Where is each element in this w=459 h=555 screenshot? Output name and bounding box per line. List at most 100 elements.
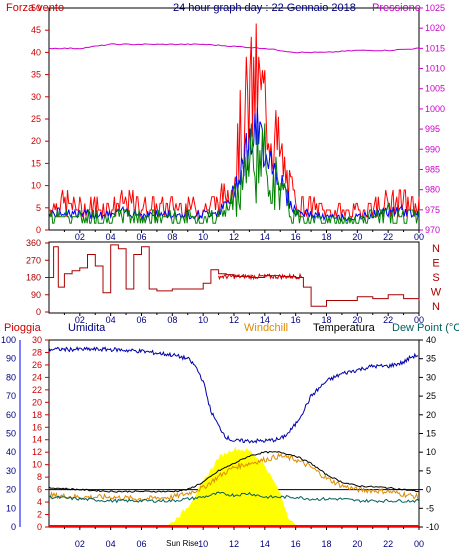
x-tick-label: 02: [75, 539, 85, 549]
wind-direction-line: [49, 244, 420, 307]
humidity-tick-label: 10: [6, 503, 16, 513]
x-tick-label: 12: [229, 315, 239, 325]
x-tick-label: 20: [352, 315, 362, 325]
wind-tick-label: 5: [36, 203, 41, 213]
temperature-label: Temperatura: [313, 322, 376, 334]
humidity-tick-label: 80: [6, 372, 16, 382]
wind-tick-label: 20: [31, 136, 41, 146]
solar-radiation-area: [164, 446, 296, 527]
rain-tick-label: 8: [37, 472, 42, 482]
temp-tick-label: 35: [426, 354, 436, 364]
compass-label: W: [431, 287, 442, 299]
x-tick-label: 06: [136, 315, 146, 325]
rain-tick-label: 16: [32, 422, 42, 432]
x-tick-label: 06: [136, 232, 146, 242]
rain-tick-label: 10: [32, 460, 42, 470]
x-tick-label: 10: [198, 539, 208, 549]
humidity-tick-label: 20: [6, 485, 16, 495]
x-tick-label: 16: [291, 232, 301, 242]
pressure-tick-label: 1015: [425, 43, 445, 53]
dewpoint-label: Dew Point (°C: [392, 322, 459, 334]
x-tick-label: 04: [106, 539, 116, 549]
rain-tick-label: 2: [37, 510, 42, 520]
temp-tick-label: -10: [426, 522, 439, 532]
direction-tick-label: 90: [31, 290, 41, 300]
compass-label: N: [432, 301, 440, 313]
pressure-tick-label: 970: [425, 225, 440, 235]
x-tick-label: 00: [414, 539, 424, 549]
pressure-tick-label: 1005: [425, 84, 445, 94]
x-tick-label: 12: [229, 232, 239, 242]
direction-tick-label: 180: [26, 273, 41, 283]
humidity-tick-label: 100: [1, 335, 16, 345]
x-tick-label: 14: [260, 232, 270, 242]
sun-rise-label: Sun Rise: [166, 539, 199, 548]
pressure-tick-label: 1025: [425, 3, 445, 13]
rain-label: Pioggia: [4, 322, 42, 334]
x-tick-label: 00: [414, 315, 424, 325]
wind-tick-label: 0: [36, 225, 41, 235]
rain-tick-label: 18: [32, 410, 42, 420]
wind-average-line: [49, 123, 420, 224]
temp-tick-label: 25: [426, 391, 436, 401]
x-tick-label: 22: [383, 232, 393, 242]
rain-tick-label: 12: [32, 447, 42, 457]
humidity-tick-label: 40: [6, 447, 16, 457]
rain-tick-label: 24: [32, 372, 42, 382]
rain-tick-label: 6: [37, 485, 42, 495]
rain-tick-label: 0: [37, 522, 42, 532]
rain-tick-label: 20: [32, 397, 42, 407]
temp-tick-label: 20: [426, 410, 436, 420]
x-tick-label: 22: [383, 315, 393, 325]
x-tick-label: 04: [106, 232, 116, 242]
x-tick-label: 18: [321, 539, 331, 549]
wind-label: Forza vento: [6, 2, 64, 14]
x-tick-label: 04: [106, 315, 116, 325]
temperature-line: [48, 450, 420, 493]
wind-tick-label: 40: [31, 47, 41, 57]
wind-direction-detail: [218, 272, 304, 281]
pressure-tick-label: 1000: [425, 104, 445, 114]
windchill-label: Windchill: [244, 322, 288, 334]
rain-tick-label: 4: [37, 497, 42, 507]
x-tick-label: 20: [352, 232, 362, 242]
x-tick-label: 08: [167, 232, 177, 242]
direction-tick-label: 0: [36, 307, 41, 317]
temp-tick-label: 5: [426, 466, 431, 476]
humidity-label: Umidita: [68, 322, 106, 334]
x-tick-label: 02: [75, 232, 85, 242]
x-tick-label: 14: [260, 539, 270, 549]
x-tick-label: 10: [198, 315, 208, 325]
x-tick-label: 14: [260, 315, 270, 325]
direction-tick-label: 360: [26, 238, 41, 248]
wind-tick-label: 30: [31, 92, 41, 102]
wind-tick-label: 50: [31, 3, 41, 13]
dewpoint-line: [48, 491, 420, 504]
humidity-tick-label: 30: [6, 466, 16, 476]
pressure-tick-label: 1020: [425, 23, 445, 33]
x-tick-label: 18: [321, 315, 331, 325]
temp-tick-label: 10: [426, 447, 436, 457]
wind-speed-line: [48, 107, 420, 222]
pressure-tick-label: 980: [425, 185, 440, 195]
pressure-tick-label: 995: [425, 124, 440, 134]
wind-tick-label: 35: [31, 70, 41, 80]
graph-title: 24 hour graph day : 22 Gennaio 2018: [173, 2, 356, 14]
x-tick-label: 12: [229, 539, 239, 549]
rain-tick-label: 14: [32, 435, 42, 445]
temp-tick-label: 15: [426, 429, 436, 439]
compass-label: N: [432, 243, 440, 255]
temp-tick-label: -5: [426, 503, 434, 513]
x-tick-label: 02: [75, 315, 85, 325]
humidity-tick-label: 90: [6, 354, 16, 364]
temp-tick-label: 0: [426, 485, 431, 495]
temp-tick-label: 40: [426, 335, 436, 345]
x-tick-label: 18: [321, 232, 331, 242]
wind-tick-label: 15: [31, 158, 41, 168]
humidity-tick-label: 0: [11, 522, 16, 532]
x-tick-label: 22: [383, 539, 393, 549]
rain-tick-label: 22: [32, 385, 42, 395]
rain-tick-label: 28: [32, 347, 42, 357]
